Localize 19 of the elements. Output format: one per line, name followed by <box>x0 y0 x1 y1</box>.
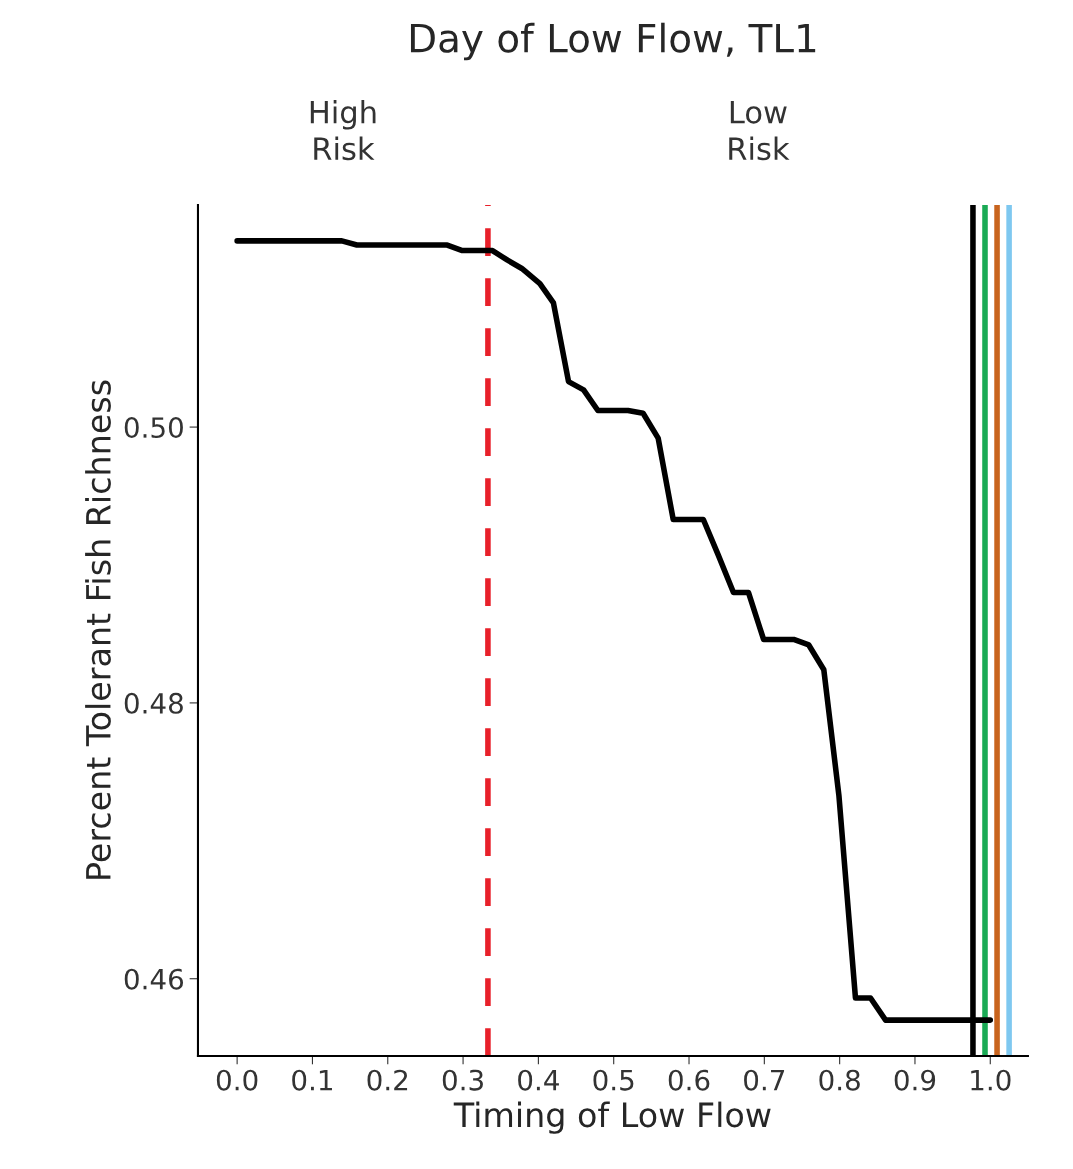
x-tick-label: 0.1 <box>292 1069 332 1091</box>
text: Low Risk <box>729 100 790 161</box>
x-tick-label: 0.7 <box>744 1069 785 1091</box>
x-tick-label: 0.2 <box>367 1069 408 1091</box>
text: High Risk <box>310 100 376 161</box>
x-tick-label: 0.5 <box>593 1069 634 1091</box>
x-axis-title: Timing of Low Flow <box>453 1101 771 1134</box>
y-tick-label: 0.46 <box>124 968 184 990</box>
chart-title: Day of Low Flow, TL1 <box>410 22 816 61</box>
y-tick-label: 0.48 <box>124 692 183 714</box>
x-tick-label: 1.0 <box>971 1069 1011 1091</box>
x-tick-label: 0.3 <box>442 1069 483 1091</box>
x-tick-label: 0.9 <box>894 1069 936 1091</box>
x-tick-label: 0.8 <box>819 1069 860 1091</box>
y-tick-label: 0.50 <box>124 417 183 439</box>
x-tick-label: 0.6 <box>668 1069 710 1091</box>
y-axis-title: Percent Tolerant Fish Richness <box>85 380 111 879</box>
x-tick-label: 0.4 <box>518 1069 559 1091</box>
x-tick-label: 0.0 <box>216 1069 258 1091</box>
